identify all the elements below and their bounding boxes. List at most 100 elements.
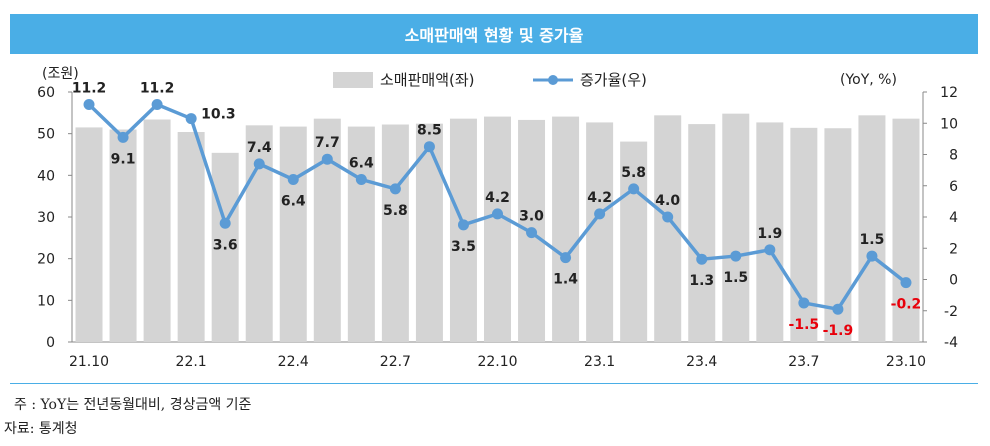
growth-rate-label: 3.5 — [451, 239, 476, 255]
growth-rate-point — [730, 250, 742, 262]
right-tick-label: 8 — [949, 148, 958, 164]
growth-rate-label: 10.3 — [201, 107, 236, 123]
growth-rate-point — [832, 303, 844, 315]
growth-rate-label: 1.5 — [860, 232, 885, 248]
retail-sales-bar — [211, 152, 239, 342]
bottom-divider — [10, 383, 978, 384]
left-tick-label: 30 — [37, 210, 55, 226]
chart-title-bar: 소매판매액 현황 및 증가율 — [10, 14, 978, 54]
retail-sales-bar — [279, 126, 307, 342]
growth-rate-point — [253, 158, 265, 170]
growth-rate-label: 1.9 — [757, 226, 782, 242]
x-tick-label: 22.7 — [380, 354, 411, 370]
growth-rate-point — [900, 277, 912, 289]
right-tick-label: 2 — [949, 241, 958, 257]
growth-rate-label: -0.2 — [891, 297, 922, 313]
growth-rate-label: 7.4 — [247, 140, 272, 156]
x-tick-label: 23.4 — [686, 354, 717, 370]
growth-rate-label: 11.2 — [140, 81, 175, 97]
footnote: 주 : YoY는 전년동월대비, 경상금액 기준 — [14, 397, 252, 413]
left-tick-label: 20 — [37, 252, 55, 268]
growth-rate-point — [628, 183, 640, 195]
growth-rate-label: -1.9 — [823, 323, 854, 339]
growth-rate-point — [389, 183, 401, 195]
left-tick-label: 40 — [37, 168, 55, 184]
right-tick-label: -4 — [944, 335, 958, 351]
x-tick-label: 22.10 — [477, 354, 517, 370]
growth-rate-point — [662, 211, 674, 223]
growth-rate-label: -1.5 — [789, 317, 820, 333]
growth-rate-point — [457, 219, 469, 231]
growth-rate-point — [151, 99, 163, 110]
growth-rate-label: 8.5 — [417, 123, 442, 139]
x-tick-label: 22.4 — [278, 354, 309, 370]
growth-rate-point — [423, 141, 435, 153]
growth-rate-point — [83, 99, 95, 110]
x-tick-label: 23.10 — [886, 354, 926, 370]
growth-rate-point — [560, 252, 572, 264]
retail-sales-bar — [347, 126, 375, 342]
retail-sales-bar — [790, 127, 818, 342]
growth-rate-point — [764, 244, 776, 256]
right-tick-label: 4 — [949, 210, 958, 226]
right-tick-label: -2 — [944, 304, 958, 320]
growth-rate-label: 4.2 — [485, 190, 510, 206]
growth-rate-point — [866, 250, 878, 262]
growth-rate-point — [287, 174, 299, 185]
retail-sales-bar — [381, 124, 409, 342]
growth-rate-label: 1.4 — [553, 272, 578, 288]
legend-bar-swatch — [333, 72, 373, 88]
chart-canvas: (조원) (YoY, %)소매판매액(좌) 증가율(우)0102030405060-… — [37, 66, 958, 370]
growth-rate-point — [219, 217, 231, 229]
retail-sales-bar — [143, 119, 171, 342]
left-tick-label: 0 — [46, 335, 55, 351]
retail-sales-bar — [756, 122, 784, 343]
growth-rate-point — [526, 227, 538, 239]
growth-rate-label: 4.0 — [655, 193, 680, 209]
retail-sales-bar — [109, 129, 137, 342]
right-tick-label: 12 — [940, 85, 958, 101]
retail-sales-bar — [858, 115, 886, 342]
growth-rate-point — [492, 208, 503, 220]
growth-rate-point — [321, 153, 333, 165]
x-tick-label: 23.1 — [584, 354, 615, 370]
growth-rate-point — [355, 174, 367, 185]
retail-sales-bar — [892, 118, 920, 343]
growth-rate-point — [798, 297, 810, 309]
growth-rate-label: 3.6 — [213, 237, 238, 253]
left-tick-label: 50 — [37, 127, 55, 143]
chart-title: 소매판매액 현황 및 증가율 — [404, 26, 584, 45]
growth-rate-point — [594, 208, 606, 220]
retail-sales-bar — [552, 116, 580, 342]
right-tick-label: 10 — [940, 116, 958, 132]
left-tick-label: 60 — [37, 85, 55, 101]
legend-line-label: 증가율(우) — [580, 71, 647, 89]
legend-bar-label: 소매판매액(좌) — [380, 71, 475, 89]
right-tick-label: 0 — [949, 273, 958, 289]
retail-sales-bar — [722, 113, 750, 343]
legend-line-marker — [548, 75, 558, 85]
retail-sales-bar — [245, 125, 273, 342]
growth-rate-label: 4.2 — [587, 190, 612, 206]
retail-sales-bar — [620, 141, 648, 342]
retail-sales-bar — [177, 132, 205, 342]
growth-rate-label: 9.1 — [111, 151, 136, 167]
right-tick-label: 6 — [949, 179, 958, 195]
left-tick-label: 10 — [37, 293, 55, 309]
growth-rate-label: 1.3 — [689, 273, 714, 289]
retail-sales-bar — [688, 124, 716, 342]
growth-rate-label: 6.4 — [281, 194, 306, 210]
retail-sales-bar — [313, 118, 341, 343]
left-axis-unit: (조원) — [42, 66, 79, 82]
growth-rate-point — [696, 253, 708, 265]
x-tick-label: 22.1 — [176, 354, 207, 370]
growth-rate-label: 3.0 — [519, 209, 544, 225]
retail-sales-bar — [586, 122, 614, 343]
growth-rate-point — [117, 131, 129, 143]
right-axis-unit: (YoY, %) — [840, 72, 897, 88]
retail-sales-bar — [75, 127, 103, 343]
growth-rate-label: 5.8 — [383, 203, 408, 219]
x-tick-label: 21.10 — [69, 354, 109, 370]
retail-sales-bar — [449, 118, 477, 343]
growth-rate-point — [185, 113, 197, 125]
